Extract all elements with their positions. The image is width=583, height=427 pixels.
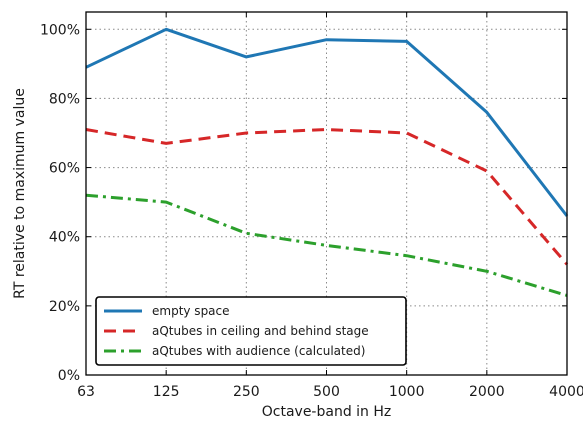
x-tick-label: 4000 <box>549 384 583 400</box>
x-tick-label: 500 <box>313 384 340 400</box>
y-tick-label: 20% <box>49 299 80 315</box>
y-tick-label: 60% <box>49 161 80 177</box>
legend: empty space aQtubes in ceiling and behind… <box>95 296 407 366</box>
x-axis-title: Octave-band in Hz <box>262 404 392 420</box>
series-line-3 <box>85 193 568 297</box>
x-tick-label: 2000 <box>469 384 505 400</box>
tick-labels: 63 125 250 500 1000 2000 4000 0% 20% 40% 60% 80% 100… <box>40 12 583 400</box>
y-tick-label: 40% <box>49 230 80 246</box>
legend-box <box>95 296 407 366</box>
y-tick-label: 100% <box>40 22 80 38</box>
y-tick-label: 80% <box>49 91 80 107</box>
x-tick-label: 125 <box>153 384 180 400</box>
y-tick-label: 0% <box>58 368 80 384</box>
legend-label-1: empty space <box>152 304 230 318</box>
series-line-1 <box>85 27 569 217</box>
x-tick-label: 250 <box>233 384 260 400</box>
series-lines <box>85 27 569 297</box>
x-tick-label: 63 <box>77 384 95 400</box>
legend-label-3: aQtubes with audience (calculated) <box>152 344 365 358</box>
y-axis-title: RT relative to maximum value <box>12 88 28 299</box>
x-tick-label: 1000 <box>389 384 425 400</box>
legend-label-2: aQtubes in ceiling and behind stage <box>152 324 369 338</box>
series-line-2 <box>85 128 569 266</box>
